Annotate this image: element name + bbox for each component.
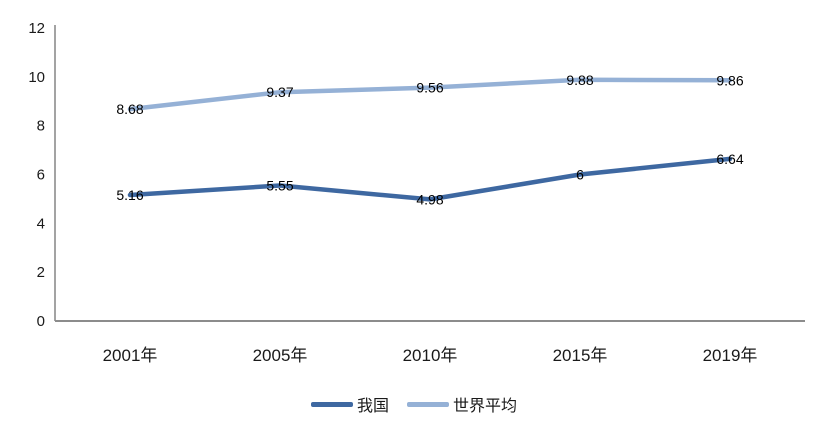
line-chart: 0 2 4 6 8 10 12 2001年 2005年 2010年 2015年 2019年 5.16 5.… [28, 20, 805, 365]
x-axis-tick-label: 2010年 [403, 346, 458, 365]
legend-item-china: 我国 [310, 392, 389, 416]
data-label: 9.86 [716, 72, 743, 88]
data-label: 6.64 [716, 151, 743, 167]
legend-line-swatch-world-average [407, 401, 449, 407]
legend-item-world-average: 世界平均 [407, 392, 517, 416]
data-label: 4.98 [416, 191, 443, 207]
data-label: 9.37 [266, 84, 293, 100]
series-line-0 [127, 156, 733, 202]
data-label: 9.56 [416, 80, 443, 96]
data-label: 9.88 [566, 72, 593, 88]
legend-label-china: 我国 [356, 398, 389, 415]
data-label: 8.68 [116, 101, 143, 117]
data-label: 5.16 [116, 187, 143, 203]
y-axis-tick-label: 2 [37, 264, 45, 281]
y-axis-tick-label: 6 [37, 167, 45, 184]
y-axis-tick-label: 0 [37, 313, 45, 330]
legend-line-swatch-china [310, 401, 353, 407]
x-axis-tick-label: 2001年 [103, 346, 158, 365]
x-axis-tick-label: 2015年 [553, 346, 608, 365]
series-line-1 [127, 77, 733, 112]
y-axis-tick-label: 10 [28, 69, 45, 86]
x-axis-tick-label: 2019年 [703, 346, 758, 365]
y-axis-tick-label: 8 [37, 118, 45, 135]
legend-label-world-average: 世界平均 [453, 398, 518, 415]
data-label: 6 [576, 167, 584, 183]
y-axis-tick-label: 4 [37, 215, 45, 232]
y-axis-tick-label: 12 [28, 20, 45, 37]
x-axis-tick-label: 2005年 [253, 346, 308, 365]
chart-legend: 我国 世界平均 [0, 392, 828, 416]
data-label: 5.55 [266, 177, 293, 193]
